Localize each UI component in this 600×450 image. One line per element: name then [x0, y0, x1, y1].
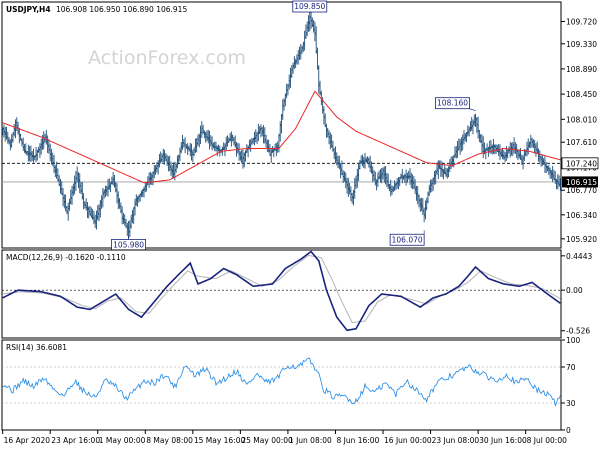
y-tick-label: 109.720 [566, 17, 597, 26]
annotation-label: 109.850 [294, 2, 325, 11]
extreme-annotation: 106.070 [389, 230, 425, 246]
y-tick-label: 100 [566, 336, 581, 345]
y-tick-label: 106.770 [566, 186, 597, 195]
x-tick-label: 8 Jun 16:00 [336, 436, 379, 445]
time-axis: 16 Apr 2020 23 Apr 16:001 May 00:00 8 May … [2, 430, 567, 445]
x-tick-label: 23 Apr 16:00 [51, 436, 100, 445]
rsi-line [2, 357, 561, 407]
extreme-annotation: 109.850 [292, 0, 328, 15]
x-tick-label: 8 Jul 00:00 [527, 436, 567, 445]
macd-signal-line [2, 254, 561, 324]
candle-bar [559, 178, 562, 191]
y-tick-label: 30 [566, 399, 576, 408]
candle-bar [202, 124, 205, 135]
macd-line [2, 250, 561, 332]
annotation-box [435, 97, 470, 110]
price-tag-box [561, 157, 599, 170]
y-tick-label: 105.920 [566, 235, 597, 244]
rsi-panel-frame [1, 339, 562, 431]
macd-title: MACD(12,26,9) -0.1620 -0.1110 [6, 253, 126, 262]
price-panel: ActionForex.com USDJPY,H4 106.908 106.950 … [1, 0, 599, 251]
x-tick-label: 30 Jun 16:00 [479, 436, 527, 445]
price-tag-box [562, 176, 598, 188]
y-tick-label: 108.450 [566, 90, 597, 99]
annotation-label: 108.160 [437, 99, 468, 108]
x-tick-label: 23 Jun 08:00 [432, 436, 480, 445]
moving-average-line [2, 90, 561, 184]
y-tick-label: 107.610 [566, 138, 597, 147]
price-tag: 107.240 [561, 157, 599, 170]
annotation-pointer [469, 108, 476, 111]
y-tick-label: 106.340 [566, 211, 597, 220]
y-tick-label: 108.890 [566, 65, 597, 74]
y-tick-label: 109.330 [566, 40, 597, 49]
x-tick-label: 1 May 00:00 [99, 436, 146, 445]
y-tick-label: 0 [566, 426, 571, 435]
macd-panel-frame [1, 249, 562, 339]
x-tick-label: 16 Jun 00:00 [384, 436, 432, 445]
y-tick-label: 0.00 [566, 286, 583, 295]
y-tick-label: 0.4443 [566, 252, 592, 261]
y-tick-label: 108.010 [566, 115, 597, 124]
price-tag-label: 107.240 [566, 159, 597, 168]
symbol-label: USDJPY,H4 [6, 5, 51, 14]
annotation-box [292, 0, 328, 13]
ohlc-readout: 106.908 106.950 106.890 106.915 [56, 5, 187, 14]
x-tick-label: 16 Apr 2020 [4, 436, 51, 445]
y-tick-label: -0.526 [566, 327, 590, 336]
annotation-label: 106.070 [392, 235, 423, 244]
watermark-text: ActionForex.com [88, 47, 246, 69]
macd-panel: MACD(12,26,9) -0.1620 -0.1110 0.4443 0.00 -… [1, 249, 592, 339]
annotation-box [389, 233, 425, 246]
x-tick-label: 1 Jun 08:00 [289, 436, 332, 445]
rsi-title: RSI(14) 36.6081 [6, 343, 67, 352]
x-tick-label: 25 May 00:00 [241, 436, 293, 445]
price-tag: 106.915 [562, 176, 598, 188]
price-tag-label: 106.915 [566, 178, 597, 187]
x-tick-label: 15 May 16:00 [194, 436, 246, 445]
y-tick-label: 70 [566, 363, 576, 372]
x-tick-label: 8 May 08:00 [146, 436, 193, 445]
extreme-annotation: 108.160 [435, 97, 476, 111]
annotation-label: 105.980 [113, 240, 144, 249]
rsi-panel: RSI(14) 36.6081 100 70 30 0 [1, 336, 581, 435]
